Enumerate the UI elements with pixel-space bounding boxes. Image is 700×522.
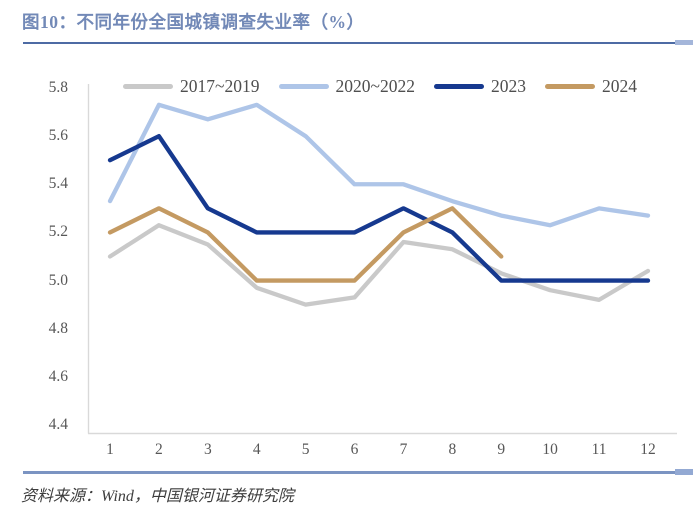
x-axis-tick-labels: 1 2 3 4 5 6 7 8 9 10 11 12: [0, 441, 700, 461]
series-line-2020~2022: [107, 102, 651, 228]
y-tick-label: 4.8: [48, 319, 68, 337]
x-tick-label: 4: [252, 441, 261, 458]
legend-swatch: [544, 84, 595, 89]
legend-label: 2020~2022: [335, 76, 415, 96]
x-tick-label: 9: [497, 441, 506, 458]
title-divider-line: [23, 42, 692, 44]
title-divider-end-block: [675, 40, 693, 45]
x-tick-label: 5: [301, 441, 310, 458]
x-tick-label: 6: [350, 441, 359, 458]
legend-item-2020~2022: 2020~2022: [278, 76, 415, 97]
data-source-note: 资料来源：Wind，中国银河证券研究院: [21, 488, 294, 505]
legend-swatch: [278, 84, 329, 89]
y-tick-label: 5.0: [48, 271, 68, 289]
x-tick-label: 12: [640, 441, 656, 458]
y-tick-label: 4.4: [48, 416, 68, 433]
chart-legend: 2017~2019 2020~2022 2023 2024: [60, 76, 700, 97]
series-line-2023: [107, 133, 651, 283]
figure-title: 图10：不同年份全国城镇调查失业率（%）: [22, 12, 365, 32]
y-axis-tick-labels: 5.8 5.6 5.4 5.2 5.0 4.8 4.6 4.4: [0, 0, 68, 522]
legend-label: 2017~2019: [180, 76, 260, 96]
x-tick-label: 10: [542, 441, 558, 458]
legend-item-2024: 2024: [544, 76, 637, 97]
legend-swatch: [433, 84, 484, 89]
legend-item-2023: 2023: [433, 76, 526, 97]
series-line-2017~2019: [107, 223, 651, 307]
legend-item-2017~2019: 2017~2019: [123, 76, 260, 97]
x-tick-label: 11: [591, 441, 607, 458]
y-tick-label: 5.8: [48, 79, 68, 96]
legend-label: 2023: [490, 76, 526, 96]
x-tick-label: 7: [399, 441, 408, 458]
x-tick-label: 1: [106, 441, 114, 458]
x-tick-label: 8: [448, 441, 457, 458]
legend-label: 2024: [601, 76, 637, 96]
x-tick-label: 2: [155, 441, 163, 458]
y-tick-label: 5.6: [48, 127, 68, 145]
y-tick-label: 5.2: [48, 223, 68, 241]
x-tick-label: 3: [203, 441, 212, 458]
footer-divider-line: [23, 471, 692, 474]
legend-swatch: [123, 84, 174, 89]
y-tick-label: 4.6: [48, 367, 68, 385]
series-line-2024: [107, 206, 504, 283]
footer-divider-end-block: [675, 469, 693, 475]
y-tick-label: 5.4: [48, 175, 68, 193]
